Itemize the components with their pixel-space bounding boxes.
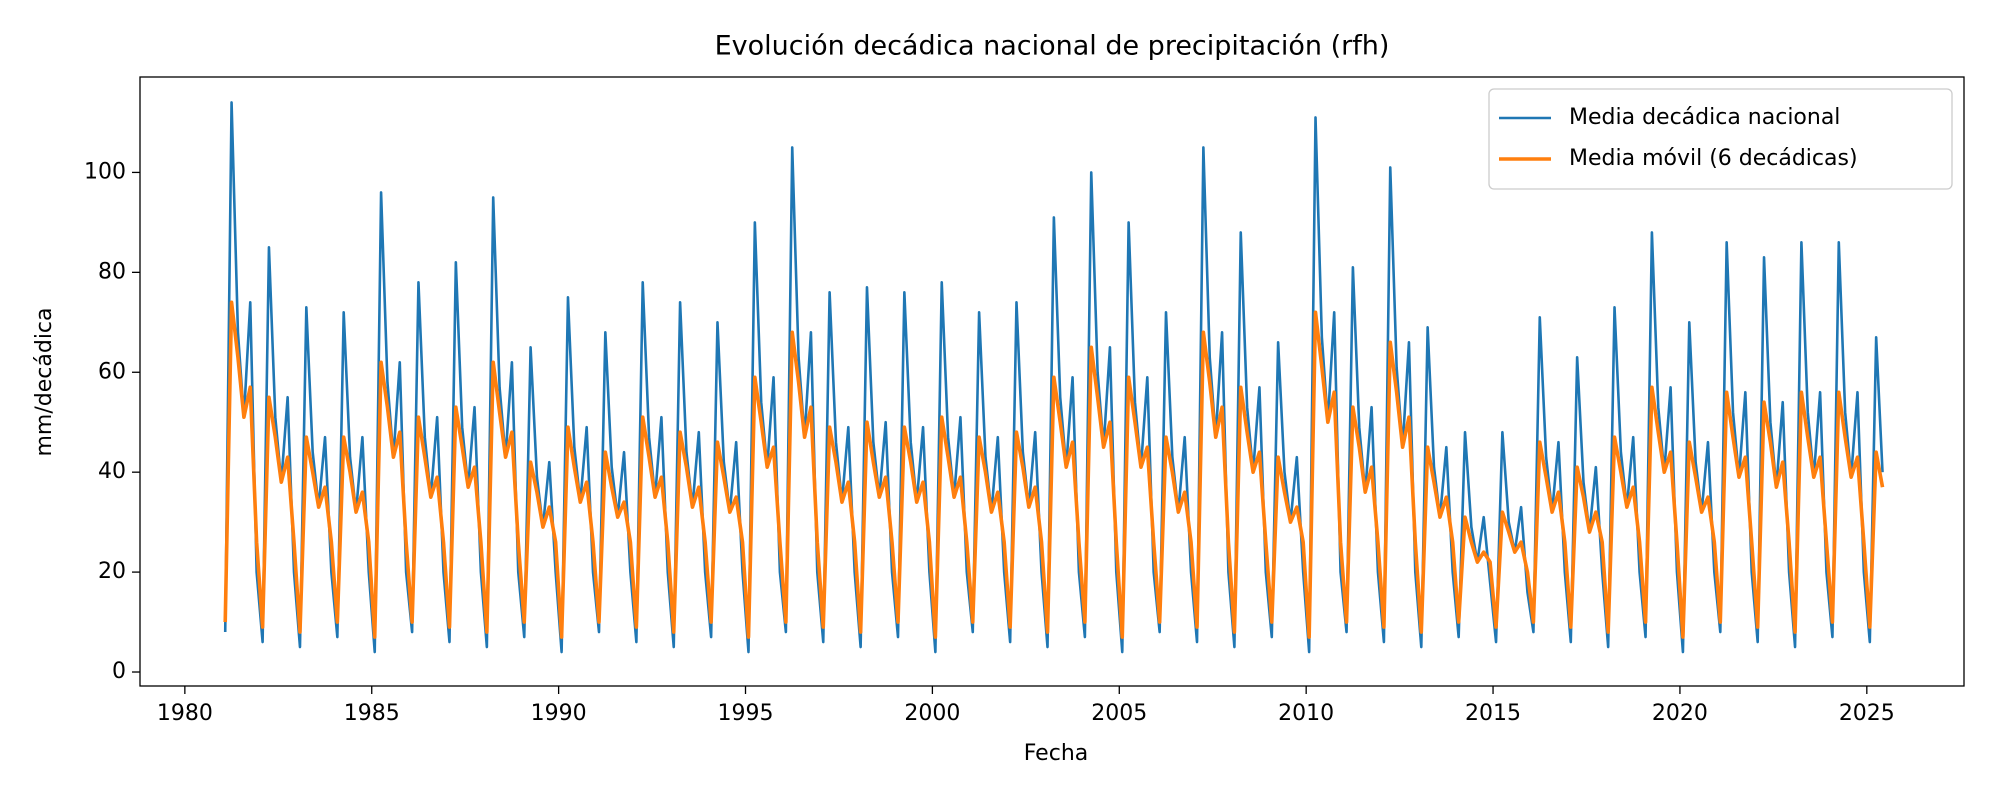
x-axis-label: Fecha (1024, 741, 1089, 766)
y-tick-label: 40 (98, 459, 126, 484)
y-tick-label: 100 (84, 159, 126, 184)
y-tick-label: 0 (112, 659, 126, 684)
legend: Media decádica nacional Media móvil (6 de… (1488, 88, 1953, 190)
series-line (223, 300, 1885, 639)
x-tick-label: 2020 (1652, 701, 1708, 726)
y-tick-label: 60 (98, 359, 126, 384)
x-tick-label: 2005 (1091, 701, 1147, 726)
axes-frame (139, 76, 1965, 687)
x-tick-label: 2000 (904, 701, 960, 726)
x-tick-label: 1980 (157, 701, 213, 726)
legend-box (1488, 88, 1953, 190)
y-tick-label: 80 (98, 259, 126, 284)
x-tick-label: 1995 (718, 701, 774, 726)
y-tick-label: 20 (98, 559, 126, 584)
x-tick-label: 1985 (344, 701, 400, 726)
legend-label: Media decádica nacional (1569, 105, 1840, 130)
x-tick-label: 2015 (1465, 701, 1521, 726)
y-axis-label: mm/decádica (32, 307, 57, 456)
chart-title: Evolución decádica nacional de precipita… (715, 31, 1390, 62)
x-tick-label: 1990 (531, 701, 587, 726)
x-tick-label: 2010 (1278, 701, 1334, 726)
x-tick-label: 2025 (1839, 701, 1895, 726)
legend-label: Media móvil (6 decádicas) (1569, 146, 1858, 171)
